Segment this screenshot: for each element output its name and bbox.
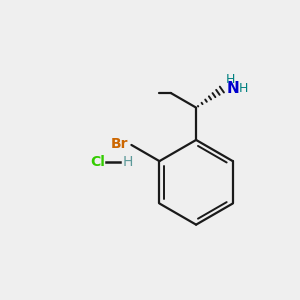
Text: H: H [225, 73, 235, 86]
Text: N: N [226, 81, 239, 96]
Text: Cl: Cl [91, 154, 106, 169]
Text: H: H [123, 154, 133, 169]
Text: H: H [238, 82, 248, 95]
Text: Br: Br [111, 137, 128, 151]
